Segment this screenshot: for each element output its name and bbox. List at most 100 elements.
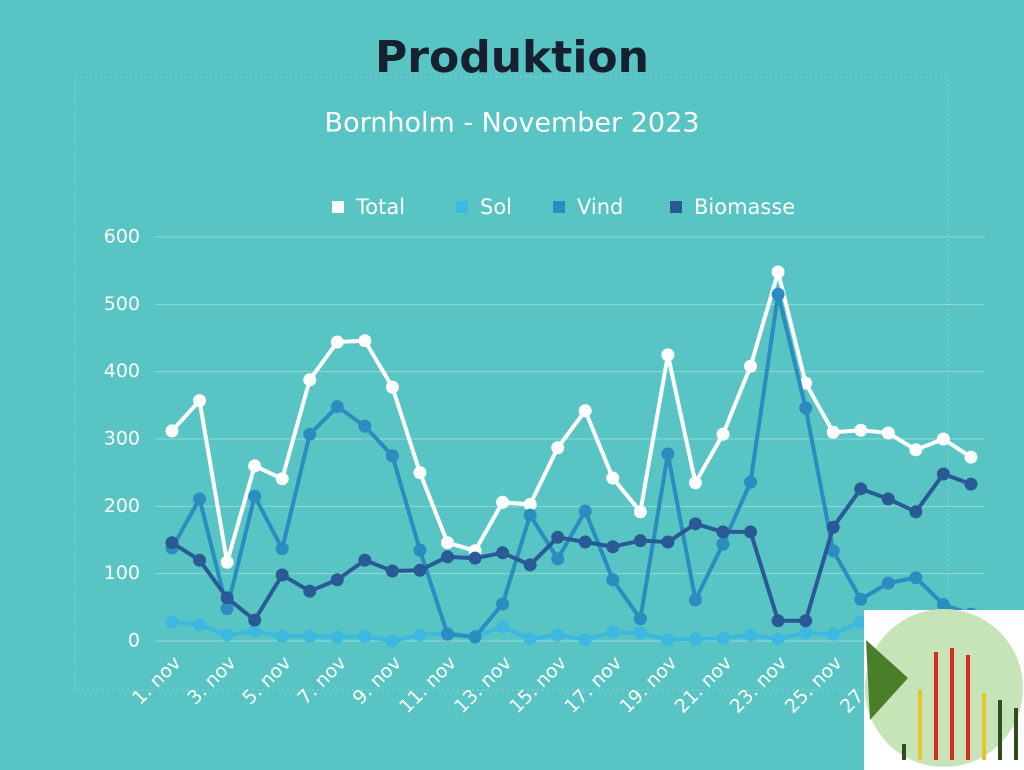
data-point <box>936 598 950 612</box>
data-point <box>688 476 702 490</box>
data-point <box>578 404 592 418</box>
data-point <box>523 497 537 511</box>
data-point <box>606 540 620 554</box>
data-point <box>688 517 702 531</box>
data-point <box>275 472 289 486</box>
data-point <box>330 573 344 587</box>
data-point <box>688 632 702 646</box>
data-point <box>661 535 675 549</box>
data-point <box>551 530 565 544</box>
data-point <box>275 629 289 643</box>
legend-label: Vind <box>577 195 623 219</box>
data-point <box>303 629 317 643</box>
data-point <box>854 482 868 496</box>
data-point <box>385 380 399 394</box>
data-point <box>716 631 730 645</box>
data-point <box>385 564 399 578</box>
data-point <box>744 359 758 373</box>
logo-bar <box>966 655 970 760</box>
y-tick-label: 0 <box>128 630 140 652</box>
data-point <box>496 546 510 560</box>
data-point <box>661 633 675 647</box>
data-point <box>799 401 813 415</box>
data-point <box>633 626 647 640</box>
data-point <box>441 536 454 550</box>
logo-bar <box>934 652 938 760</box>
data-point <box>826 544 840 558</box>
legend-label: Sol <box>480 195 512 219</box>
data-point <box>193 492 207 506</box>
data-point <box>523 558 537 572</box>
data-point <box>193 618 207 632</box>
data-point <box>496 495 510 509</box>
data-point <box>303 373 317 387</box>
chart-title: Produktion <box>375 32 649 83</box>
data-point <box>799 614 813 628</box>
data-point <box>248 459 262 473</box>
data-point <box>413 628 427 642</box>
data-point <box>551 628 565 642</box>
data-point <box>330 335 344 349</box>
data-point <box>606 625 620 639</box>
data-point <box>248 613 262 627</box>
data-point <box>441 627 454 641</box>
data-point <box>220 555 234 569</box>
data-point <box>358 629 372 643</box>
data-point <box>606 573 620 587</box>
data-point <box>165 536 179 550</box>
data-point <box>248 624 262 638</box>
y-tick-label: 100 <box>104 562 140 584</box>
data-point <box>165 424 179 438</box>
data-point <box>385 449 399 463</box>
data-point <box>826 425 840 439</box>
plot-border <box>74 76 949 691</box>
data-point <box>881 492 895 506</box>
data-point <box>936 432 950 446</box>
data-point <box>468 630 482 644</box>
data-point <box>578 504 592 518</box>
data-point <box>854 592 868 606</box>
plot: Total Sol Vind Biomasse <box>165 195 978 648</box>
data-point <box>220 628 234 642</box>
y-tick-label: 600 <box>104 226 140 248</box>
data-point <box>909 571 923 585</box>
data-point <box>441 550 454 564</box>
data-point <box>193 553 207 567</box>
data-point <box>744 475 758 489</box>
data-point <box>220 591 234 605</box>
data-point <box>854 423 868 437</box>
data-point <box>523 508 537 522</box>
legend-marker <box>670 201 682 213</box>
data-point <box>358 553 372 567</box>
data-point <box>771 632 785 646</box>
y-tick-label: 500 <box>104 293 140 315</box>
logo-bar <box>1014 708 1018 760</box>
data-point <box>303 584 317 598</box>
legend-label: Biomasse <box>694 195 795 219</box>
data-point <box>964 477 978 491</box>
y-tick-label: 300 <box>104 428 140 450</box>
logo-bar <box>950 648 954 760</box>
logo-shape <box>866 640 908 720</box>
y-tick-label: 400 <box>104 360 140 382</box>
y-tick-label: 200 <box>104 495 140 517</box>
data-point <box>330 400 344 414</box>
data-point <box>496 620 510 634</box>
data-point <box>165 615 179 629</box>
data-point <box>909 505 923 519</box>
data-point <box>661 447 675 461</box>
data-point <box>744 525 758 539</box>
data-point <box>964 450 978 464</box>
data-point <box>909 443 923 457</box>
data-point <box>330 630 344 644</box>
data-point <box>606 471 620 485</box>
data-point <box>275 542 289 556</box>
data-point <box>385 634 399 648</box>
data-point <box>523 632 537 646</box>
data-point <box>413 543 427 557</box>
data-point <box>468 551 482 565</box>
data-point <box>193 394 207 408</box>
data-point <box>936 467 950 481</box>
